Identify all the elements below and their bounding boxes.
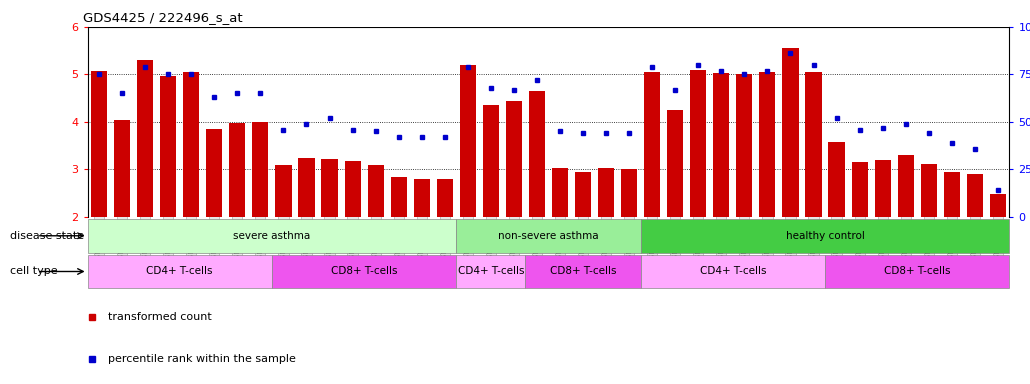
Bar <box>344 161 360 217</box>
Bar <box>88 219 456 253</box>
Text: CD4+ T-cells: CD4+ T-cells <box>146 266 213 276</box>
Text: GDS4425 / 222496_s_at: GDS4425 / 222496_s_at <box>83 11 243 24</box>
Bar <box>456 219 641 253</box>
Bar <box>528 91 545 217</box>
Bar <box>437 179 453 217</box>
Text: CD8+ T-cells: CD8+ T-cells <box>331 266 398 276</box>
Bar <box>321 159 338 217</box>
Bar <box>598 169 614 217</box>
Bar <box>299 157 314 217</box>
Bar <box>713 73 729 217</box>
Bar <box>456 255 525 288</box>
Text: disease state: disease state <box>10 231 84 241</box>
Bar <box>206 129 222 217</box>
Bar <box>137 60 153 217</box>
Text: percentile rank within the sample: percentile rank within the sample <box>108 354 297 364</box>
Bar <box>783 48 798 217</box>
Bar <box>368 165 384 217</box>
Bar <box>275 165 291 217</box>
Bar <box>897 155 914 217</box>
Bar <box>621 169 638 217</box>
Bar <box>414 179 430 217</box>
Text: CD4+ T-cells: CD4+ T-cells <box>457 266 524 276</box>
Bar <box>459 65 476 217</box>
Bar <box>641 219 1009 253</box>
Bar <box>828 142 845 217</box>
Bar <box>852 162 867 217</box>
Bar <box>805 72 822 217</box>
Bar <box>690 70 707 217</box>
Bar <box>921 164 937 217</box>
Bar <box>874 160 891 217</box>
Text: transformed count: transformed count <box>108 312 212 322</box>
Text: cell type: cell type <box>10 266 58 276</box>
Text: CD8+ T-cells: CD8+ T-cells <box>550 266 616 276</box>
Bar <box>252 122 269 217</box>
Bar <box>967 174 983 217</box>
Bar <box>990 194 1006 217</box>
Bar <box>575 172 591 217</box>
Bar <box>641 255 825 288</box>
Bar <box>825 255 1009 288</box>
Text: CD4+ T-cells: CD4+ T-cells <box>699 266 766 276</box>
Bar <box>644 72 660 217</box>
Text: CD8+ T-cells: CD8+ T-cells <box>884 266 951 276</box>
Bar <box>506 101 522 217</box>
Bar <box>160 76 176 217</box>
Bar <box>525 255 641 288</box>
Bar <box>183 72 200 217</box>
Bar <box>943 172 960 217</box>
Bar <box>736 74 753 217</box>
Bar <box>483 105 499 217</box>
Bar <box>88 255 272 288</box>
Bar <box>230 123 245 217</box>
Text: healthy control: healthy control <box>786 231 864 241</box>
Bar <box>114 119 130 217</box>
Bar <box>272 255 456 288</box>
Bar <box>390 177 407 217</box>
Bar <box>667 110 683 217</box>
Bar <box>552 169 569 217</box>
Bar <box>91 71 107 217</box>
Bar <box>759 72 776 217</box>
Text: non-severe asthma: non-severe asthma <box>499 231 598 241</box>
Text: severe asthma: severe asthma <box>233 231 311 241</box>
